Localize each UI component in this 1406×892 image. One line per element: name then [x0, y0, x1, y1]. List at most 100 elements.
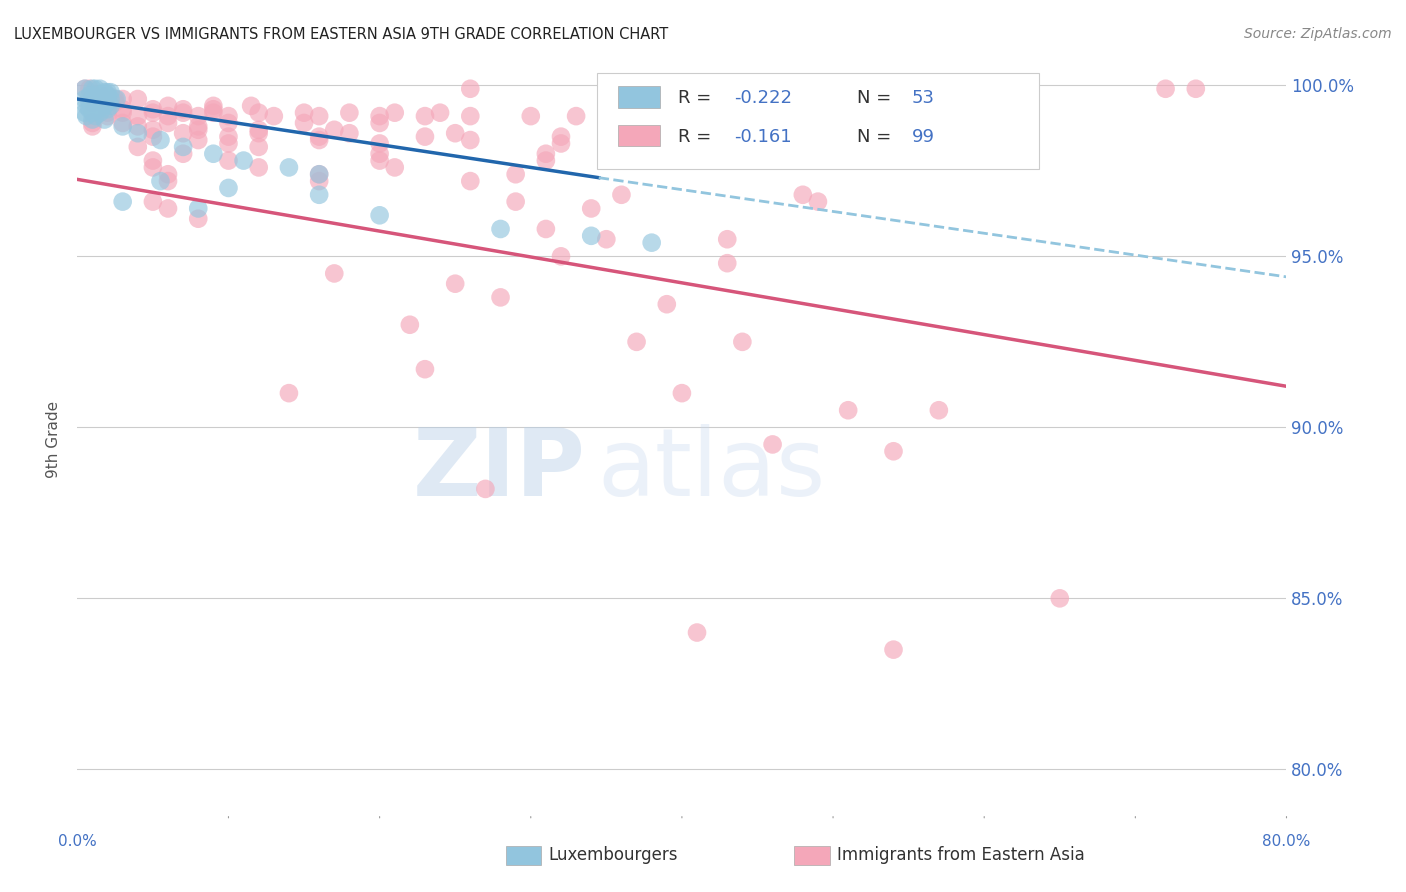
Point	[1184, 82, 1206, 96]
Point	[942, 136, 965, 151]
Point	[308, 129, 330, 144]
Point	[671, 386, 693, 401]
Point	[368, 109, 391, 123]
Point	[550, 136, 572, 151]
Point	[111, 103, 134, 117]
Text: 0.0%: 0.0%	[58, 834, 97, 849]
Text: 53: 53	[911, 89, 935, 107]
Point	[157, 99, 180, 113]
Point	[172, 140, 194, 154]
Point	[172, 103, 194, 117]
Point	[413, 109, 436, 123]
Point	[240, 99, 263, 113]
Point	[762, 437, 785, 451]
Point	[82, 120, 104, 134]
Point	[474, 482, 496, 496]
Point	[157, 109, 180, 123]
Point	[384, 105, 406, 120]
Point	[292, 105, 315, 120]
Point	[73, 82, 96, 96]
Point	[655, 297, 678, 311]
Point	[218, 181, 240, 195]
Point	[928, 403, 950, 417]
Text: Luxembourgers: Luxembourgers	[548, 847, 678, 864]
Point	[157, 174, 180, 188]
Point	[247, 123, 270, 137]
Point	[87, 92, 110, 106]
Point	[82, 105, 104, 120]
Point	[157, 167, 180, 181]
Point	[581, 228, 603, 243]
Point	[883, 444, 905, 458]
Point	[458, 82, 481, 96]
Point	[96, 105, 118, 120]
Point	[550, 249, 572, 263]
Point	[308, 167, 330, 181]
Point	[489, 222, 512, 236]
Point	[142, 103, 165, 117]
Point	[429, 105, 451, 120]
Point	[384, 161, 406, 175]
Point	[218, 109, 240, 123]
FancyBboxPatch shape	[598, 73, 1039, 169]
Text: Immigrants from Eastern Asia: Immigrants from Eastern Asia	[837, 847, 1084, 864]
Text: -0.222: -0.222	[734, 89, 792, 107]
Text: R =: R =	[678, 128, 723, 145]
Point	[308, 187, 330, 202]
Point	[100, 99, 122, 113]
Point	[82, 88, 104, 103]
Point	[489, 290, 512, 304]
Point	[323, 267, 346, 281]
Point	[263, 109, 285, 123]
Point	[90, 95, 112, 110]
Point	[550, 129, 572, 144]
Point	[444, 126, 467, 140]
Point	[111, 120, 134, 134]
Point	[247, 161, 270, 175]
Point	[93, 99, 115, 113]
Point	[172, 105, 194, 120]
Point	[89, 82, 111, 96]
Point	[308, 133, 330, 147]
Point	[93, 112, 115, 127]
Point	[111, 105, 134, 120]
Point	[202, 105, 225, 120]
Point	[96, 88, 118, 103]
Point	[157, 202, 180, 216]
Point	[93, 92, 115, 106]
Point	[89, 105, 111, 120]
Point	[100, 85, 122, 99]
Point	[505, 194, 527, 209]
Point	[505, 167, 527, 181]
Point	[218, 136, 240, 151]
Point	[79, 103, 101, 117]
Point	[82, 82, 104, 96]
Point	[458, 109, 481, 123]
Point	[79, 88, 101, 103]
Point	[127, 109, 149, 123]
Point	[413, 129, 436, 144]
Point	[73, 82, 96, 96]
Point	[90, 88, 112, 103]
Point	[323, 123, 346, 137]
Point	[520, 109, 543, 123]
Point	[84, 88, 107, 103]
Text: N =: N =	[858, 89, 897, 107]
Point	[565, 109, 588, 123]
Point	[73, 105, 96, 120]
Point	[308, 109, 330, 123]
Point	[187, 123, 209, 137]
Point	[149, 133, 172, 147]
Point	[232, 153, 254, 168]
Point	[337, 126, 360, 140]
Point	[187, 109, 209, 123]
Point	[96, 109, 118, 123]
Point	[82, 112, 104, 127]
Point	[82, 105, 104, 120]
Point	[96, 88, 118, 103]
Point	[1154, 82, 1177, 96]
Point	[149, 174, 172, 188]
Point	[716, 256, 738, 270]
Point	[202, 146, 225, 161]
Point	[142, 129, 165, 144]
